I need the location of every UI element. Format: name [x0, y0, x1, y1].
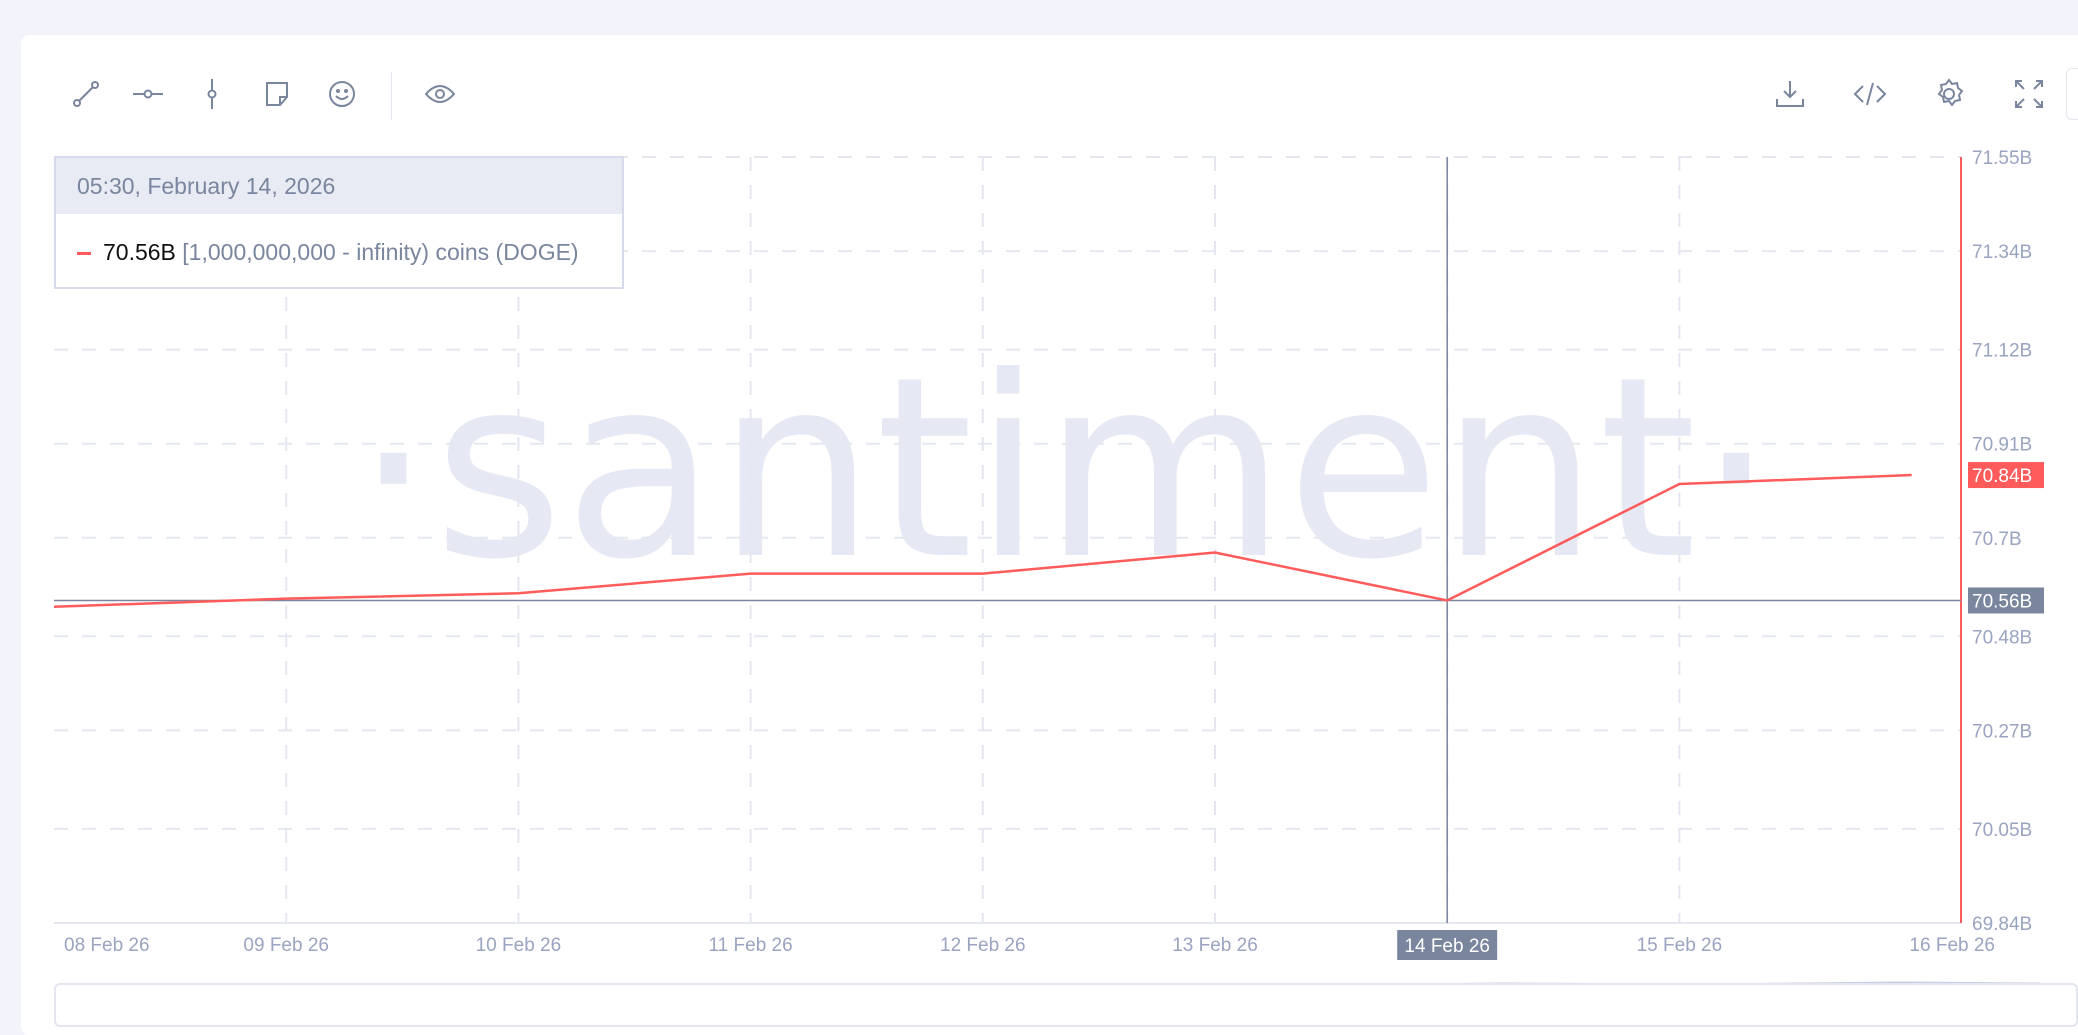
x-tick-label: 10 Feb 26 [476, 935, 562, 956]
settings-gear-button[interactable] [1929, 74, 1969, 114]
embed-code-icon [1853, 82, 1887, 106]
crosshair-x-badge [1397, 930, 1498, 960]
y-tick-label: 70.48B [1972, 627, 2032, 648]
download-button[interactable] [1770, 74, 1810, 114]
x-tick-label: 08 Feb 26 [64, 935, 150, 956]
chart-svg: ·santiment· 71.55B 71.34B 71.12B 70.91B 70.7B… [53, 148, 2044, 998]
y-tick-label: 70.91B [1972, 435, 2032, 456]
y-tick-label: 71.12B [1972, 341, 2032, 362]
x-tick-label: 15 Feb 26 [1637, 935, 1723, 956]
embed-code-button[interactable] [1850, 74, 1890, 114]
horizontal-ray-icon [133, 89, 163, 99]
vertical-line-button[interactable] [192, 74, 232, 114]
last-value-label: 70.84B [1972, 466, 2032, 487]
horizontal-ray-button[interactable] [128, 74, 168, 114]
navigator-range-selector[interactable] [54, 983, 2078, 1027]
sticky-note-icon [266, 82, 288, 106]
crosshair-y-label: 70.56B [1972, 591, 2032, 612]
tooltip-row: 70.56B [1,000,000,000 - infinity) coins … [56, 214, 622, 291]
fullscreen-button[interactable] [2009, 74, 2049, 114]
last-value-badge [1968, 462, 2044, 489]
emoji-button[interactable] [322, 74, 362, 114]
y-tick-label: 71.34B [1972, 242, 2032, 263]
vertical-line-icon [207, 79, 217, 109]
santiment-watermark: ·santiment· [354, 323, 1776, 614]
y-tick-label: 69.84B [1972, 914, 2032, 935]
crosshair-x-label: 14 Feb 26 [1404, 936, 1490, 957]
x-tick-label: 16 Feb 26 [1909, 935, 1995, 956]
crosshair-y-badge [1968, 587, 2044, 614]
side-panel-button[interactable] [2066, 68, 2078, 120]
trend-line-button[interactable] [66, 74, 106, 114]
tooltip-datetime: 05:30, February 14, 2026 [56, 158, 622, 214]
tooltip-metric-label: [1,000,000,000 - infinity) coins (DOGE) [182, 239, 579, 265]
fullscreen-icon [2015, 80, 2043, 108]
y-tick-label: 70.7B [1972, 529, 2022, 550]
emoji-icon [329, 81, 355, 107]
x-tick-label: 09 Feb 26 [243, 935, 329, 956]
series-color-marker [77, 252, 91, 256]
download-icon [1776, 81, 1804, 107]
settings-gear-icon [1937, 78, 1964, 107]
trend-line-icon [73, 81, 99, 107]
tooltip-value: 70.56B [103, 239, 176, 265]
toolbar-divider [391, 72, 392, 120]
eye-button[interactable] [420, 74, 460, 114]
x-tick-label: 13 Feb 26 [1172, 935, 1258, 956]
chart-tooltip: 05:30, February 14, 2026 70.56B [1,000,0… [54, 156, 624, 289]
x-tick-label: 12 Feb 26 [940, 935, 1026, 956]
y-tick-label: 71.55B [1972, 148, 2032, 169]
y-tick-label: 70.05B [1972, 820, 2032, 841]
series-line [53, 473, 1912, 608]
x-tick-label: 11 Feb 26 [709, 935, 793, 956]
sticky-note-button[interactable] [257, 74, 297, 114]
eye-icon [424, 85, 456, 103]
y-tick-label: 70.27B [1972, 721, 2032, 742]
